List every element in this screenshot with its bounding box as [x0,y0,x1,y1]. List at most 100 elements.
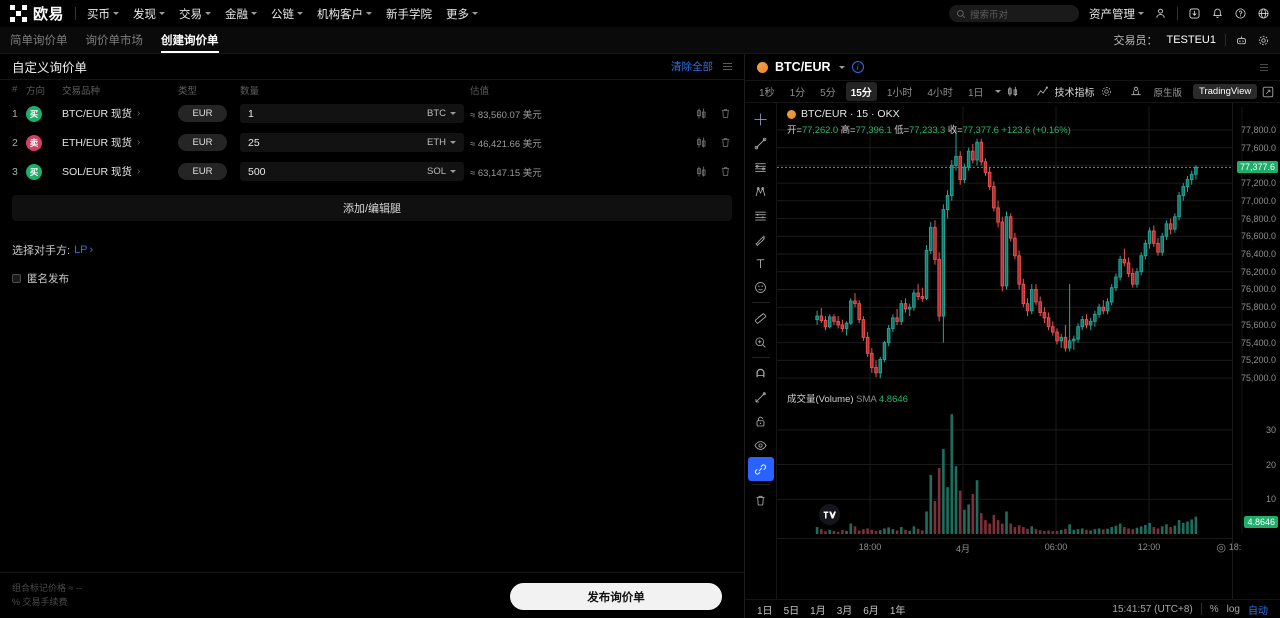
submit-rfq-button[interactable]: 发布询价单 [510,583,722,610]
chart-type-icon[interactable] [1006,85,1020,98]
clear-all-button[interactable]: 清除全部 [671,61,713,73]
chart-canvas[interactable]: BTC/EUR · 15 · OKX 开=77,262.0 高=77,396.1… [777,103,1280,599]
lock-icon[interactable] [748,409,774,433]
gear-icon[interactable] [1257,34,1270,47]
chart-panel-grip-icon[interactable] [1260,63,1268,71]
crosshair-reset-icon[interactable]: ◎ [1216,542,1226,554]
tab-create-rfq[interactable]: 创建询价单 [161,27,219,53]
chevron-down-icon[interactable] [838,65,845,69]
ruler-icon[interactable] [748,306,774,330]
timeframe-4h[interactable]: 4小时 [927,88,953,99]
nav-item-asset-management[interactable]: 资产管理 [1089,6,1144,22]
range-1d[interactable]: 1日 [757,605,773,617]
indicators-icon[interactable] [1036,85,1050,98]
divider [751,357,770,358]
eye-icon[interactable] [748,433,774,457]
trash-icon[interactable] [748,488,774,512]
anonymous-checkbox[interactable] [12,274,21,283]
tab-simple-rfq[interactable]: 简单询价单 [10,27,68,53]
quantity-unit-dropdown[interactable]: ETH [427,137,456,148]
quantity-input[interactable]: 1 BTC [240,104,464,123]
add-edit-leg-button[interactable]: 添加/编辑腿 [12,195,732,221]
nav-item-academy[interactable]: 新手学院 [386,6,432,22]
quantity-input[interactable]: 500 SOL [240,162,464,181]
brand-logo[interactable]: 欧易 [10,3,64,24]
range-6m[interactable]: 6月 [863,605,879,617]
timeframe-15m[interactable]: 15分 [845,82,877,101]
native-version-button[interactable]: 原生版 [1153,87,1183,99]
brush-icon[interactable] [748,227,774,251]
symbol-selector[interactable]: BTC/EUR 现货 › [62,106,178,121]
nav-item-institutional[interactable]: 机构客户 [317,6,373,22]
pitchfork-icon[interactable] [748,179,774,203]
direction-cell[interactable]: 买 [26,163,62,180]
range-1y[interactable]: 1年 [889,605,906,617]
zoom-icon[interactable] [748,330,774,354]
range-5d[interactable]: 5日 [783,605,800,617]
quantity-input[interactable]: 25 ETH [240,133,464,152]
user-icon[interactable] [1154,7,1167,20]
text-icon[interactable] [748,251,774,275]
chevron-down-icon[interactable] [994,90,1001,93]
fib-retracement-icon[interactable] [748,203,774,227]
timeframe-1m[interactable]: 1分 [789,88,806,99]
range-1m[interactable]: 1月 [810,605,826,617]
help-icon[interactable] [1234,7,1247,20]
crosshair-icon[interactable] [748,107,774,131]
price-axis[interactable]: 77,800.077,600.077,400.077,200.077,000.0… [1232,103,1280,599]
range-3m[interactable]: 3月 [836,605,853,617]
currency-type-pill[interactable]: EUR [178,163,227,180]
tab-rfq-market[interactable]: 询价单市场 [86,27,144,53]
trend-line-icon[interactable] [748,131,774,155]
chart-settings-gear-icon[interactable] [1100,85,1113,98]
currency-type-pill[interactable]: EUR [178,105,227,122]
search-input[interactable]: 搜索币对 [949,5,1079,22]
timeframe-5m[interactable]: 5分 [820,88,836,99]
emoji-icon[interactable] [748,275,774,299]
download-icon[interactable] [1188,7,1201,20]
delete-row-icon[interactable] [719,107,732,120]
nav-item-buy-crypto[interactable]: 买币 [87,6,120,22]
anonymous-publish-row[interactable]: 匿名发布 [12,271,732,286]
snapshot-icon[interactable] [1129,85,1143,98]
indicators-label[interactable]: 技术指标 [1054,88,1095,99]
counterparty-selector[interactable]: LP › [74,244,93,256]
currency-type-pill[interactable]: EUR [178,134,227,151]
direction-cell[interactable]: 买 [26,105,62,122]
delete-row-icon[interactable] [719,165,732,178]
log-scale-button[interactable]: log [1226,603,1240,615]
delete-row-icon[interactable] [719,136,732,149]
nav-item-more[interactable]: 更多 [446,6,479,22]
quantity-unit-dropdown[interactable]: BTC [427,108,456,119]
symbol-selector[interactable]: SOL/EUR 现货 › [62,164,178,179]
nav-item-discover[interactable]: 发现 [133,6,166,22]
nav-item-trade[interactable]: 交易 [179,6,212,22]
candlestick-chart-icon[interactable] [695,107,708,120]
horizontal-lines-icon[interactable] [748,155,774,179]
tradingview-button[interactable]: TradingView [1193,84,1258,99]
link-icon[interactable] [747,457,774,481]
nav-item-finance[interactable]: 金融 [225,6,258,22]
percent-scale-button[interactable]: % [1209,603,1219,615]
timeframe-1s[interactable]: 1秒 [759,88,775,99]
direction-cell[interactable]: 卖 [26,134,62,151]
panel-grip-icon[interactable] [723,63,732,70]
timeframe-1h[interactable]: 1小时 [886,88,913,99]
robot-icon[interactable] [1235,34,1248,47]
candlestick-chart-icon[interactable] [695,165,708,178]
nav-item-chain[interactable]: 公链 [271,6,304,22]
auto-scale-button[interactable]: 自动 [1248,605,1268,617]
timeframe-1d[interactable]: 1日 [967,88,984,99]
fullscreen-icon[interactable] [1262,86,1274,98]
measure-icon[interactable] [748,385,774,409]
nav-label: 更多 [446,8,470,21]
symbol-selector[interactable]: ETH/EUR 现货 › [62,135,178,150]
tradingview-logo-icon[interactable] [819,504,840,525]
candlestick-chart-icon[interactable] [695,136,708,149]
magnet-icon[interactable] [748,361,774,385]
info-icon[interactable]: i [851,61,864,73]
globe-icon[interactable] [1257,7,1270,20]
time-axis[interactable]: 18:00 4月 06:00 12:00 18: ◎ [777,538,1241,554]
bell-icon[interactable] [1211,7,1224,20]
quantity-unit-dropdown[interactable]: SOL [427,166,456,177]
